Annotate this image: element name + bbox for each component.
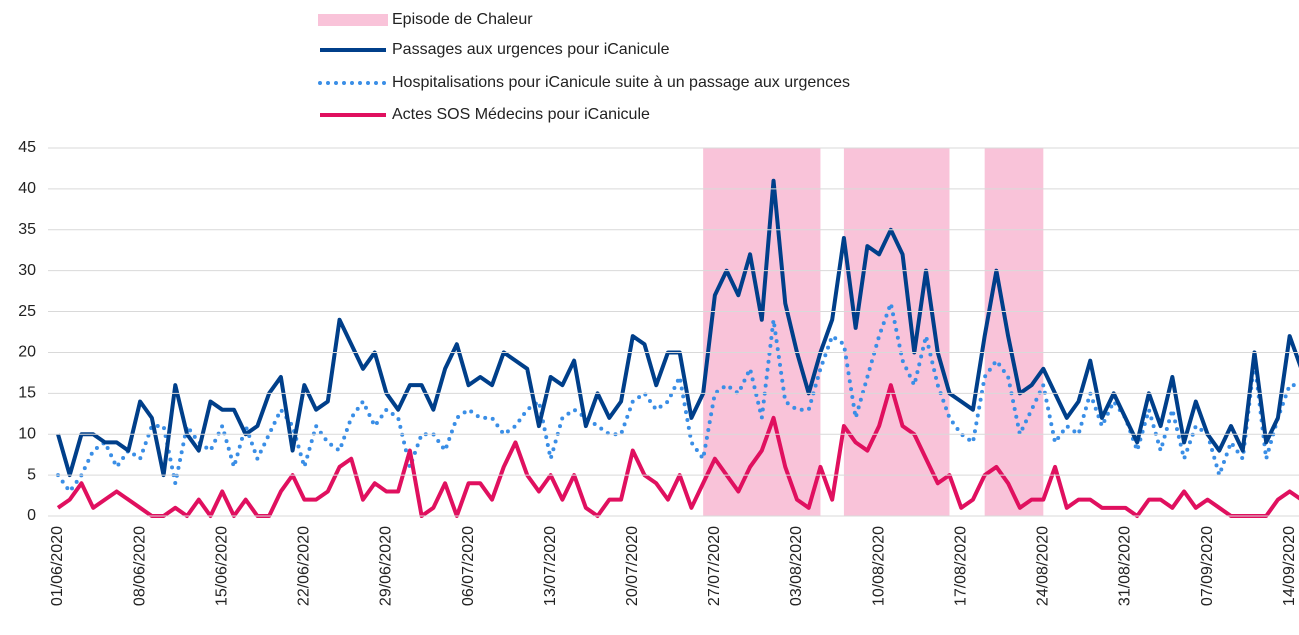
legend-label: Actes SOS Médecins pour iCanicule — [392, 106, 650, 123]
series-line — [56, 178, 1299, 478]
y-tick-label: 0 — [27, 507, 36, 524]
x-tick-label: 27/07/2020 — [706, 526, 723, 606]
legend-label: Episode de Chaleur — [392, 11, 533, 28]
x-tick-label: 03/08/2020 — [788, 526, 805, 606]
y-tick-label: 25 — [18, 303, 36, 320]
x-tick-label: 15/06/2020 — [213, 526, 230, 606]
y-tick-label: 35 — [18, 221, 36, 238]
y-tick-label: 40 — [18, 180, 36, 197]
x-tick-label: 20/07/2020 — [624, 526, 641, 606]
heat-episode — [703, 148, 821, 516]
plot-area — [56, 148, 1299, 518]
y-tick-label: 30 — [18, 262, 36, 279]
legend-label: Hospitalisations pour iCanicule suite à … — [392, 74, 850, 91]
x-tick-label: 14/09/2020 — [1281, 526, 1298, 606]
x-tick-label: 22/06/2020 — [296, 526, 313, 606]
x-tick-label: 13/07/2020 — [542, 526, 559, 606]
x-tick-label: 01/06/2020 — [49, 526, 66, 606]
y-tick-label: 45 — [18, 139, 36, 156]
x-tick-label: 06/07/2020 — [460, 526, 477, 606]
y-tick-label: 15 — [18, 385, 36, 402]
x-tick-label: 10/08/2020 — [870, 526, 887, 606]
x-tick-label: 31/08/2020 — [1117, 526, 1134, 606]
heat-episode — [843, 148, 950, 516]
x-tick-label: 07/09/2020 — [1199, 526, 1216, 606]
y-tick-label: 20 — [18, 344, 36, 361]
legend-swatch — [318, 14, 388, 26]
x-tick-label: 08/06/2020 — [131, 526, 148, 606]
legend-label: Passages aux urgences pour iCanicule — [392, 41, 670, 58]
heat-episode — [984, 148, 1044, 516]
x-tick-label: 17/08/2020 — [952, 526, 969, 606]
x-tick-label: 29/06/2020 — [378, 526, 395, 606]
y-tick-label: 10 — [18, 425, 36, 442]
y-tick-label: 5 — [27, 466, 36, 483]
series-line — [56, 383, 1299, 518]
x-tick-label: 24/08/2020 — [1035, 526, 1052, 606]
